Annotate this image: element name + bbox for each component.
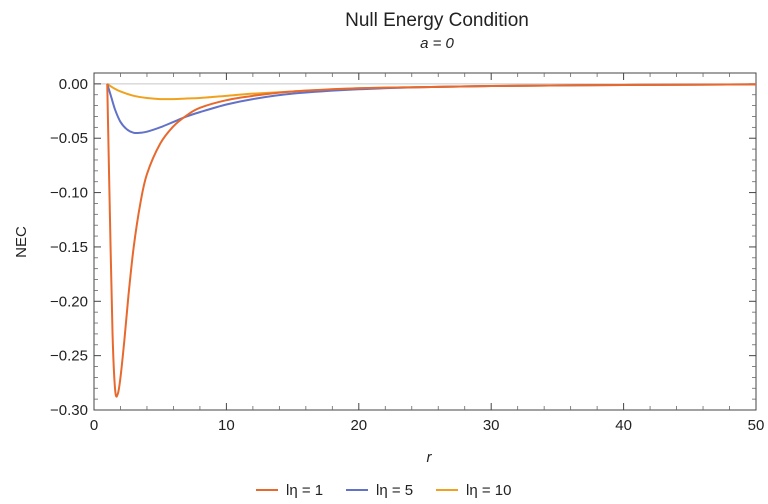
plot-frame — [93, 72, 757, 411]
legend: lη = 1 lη = 5 lη = 10 — [256, 482, 511, 499]
legend-label-1: lη = 1 — [286, 482, 323, 499]
series-line-1 — [106, 83, 757, 398]
legend-label-3: lη = 10 — [466, 482, 511, 499]
series-layer — [106, 83, 757, 398]
x-tick-label: 50 — [748, 417, 765, 434]
series-line-2 — [106, 83, 757, 135]
x-tick-label: 10 — [218, 417, 235, 434]
legend-label-2: lη = 5 — [376, 482, 413, 499]
x-tick-label: 40 — [615, 417, 632, 434]
x-tick-label: 20 — [350, 417, 367, 434]
y-tick-label: −0.10 — [50, 185, 88, 202]
y-tick-label: 0.00 — [59, 76, 88, 93]
x-tick-label: 30 — [483, 417, 500, 434]
y-tick-label: −0.05 — [50, 130, 88, 147]
chart-title: Null Energy Condition — [345, 10, 529, 31]
y-tick-label: −0.15 — [50, 239, 88, 256]
axes — [93, 72, 757, 411]
x-axis-label: r — [427, 449, 433, 466]
y-axis-label: NEC — [13, 226, 30, 258]
chart-subtitle: a = 0 — [420, 35, 454, 52]
y-tick-label: −0.25 — [50, 348, 88, 365]
x-tick-label: 0 — [90, 417, 98, 434]
tick-marks: 0 10 20 30 40 50 0.00 −0.05 −0.10 −0.15 −0.20 −0.25… — [50, 73, 764, 434]
y-tick-label: −0.30 — [50, 402, 88, 419]
y-tick-label: −0.20 — [50, 293, 88, 310]
